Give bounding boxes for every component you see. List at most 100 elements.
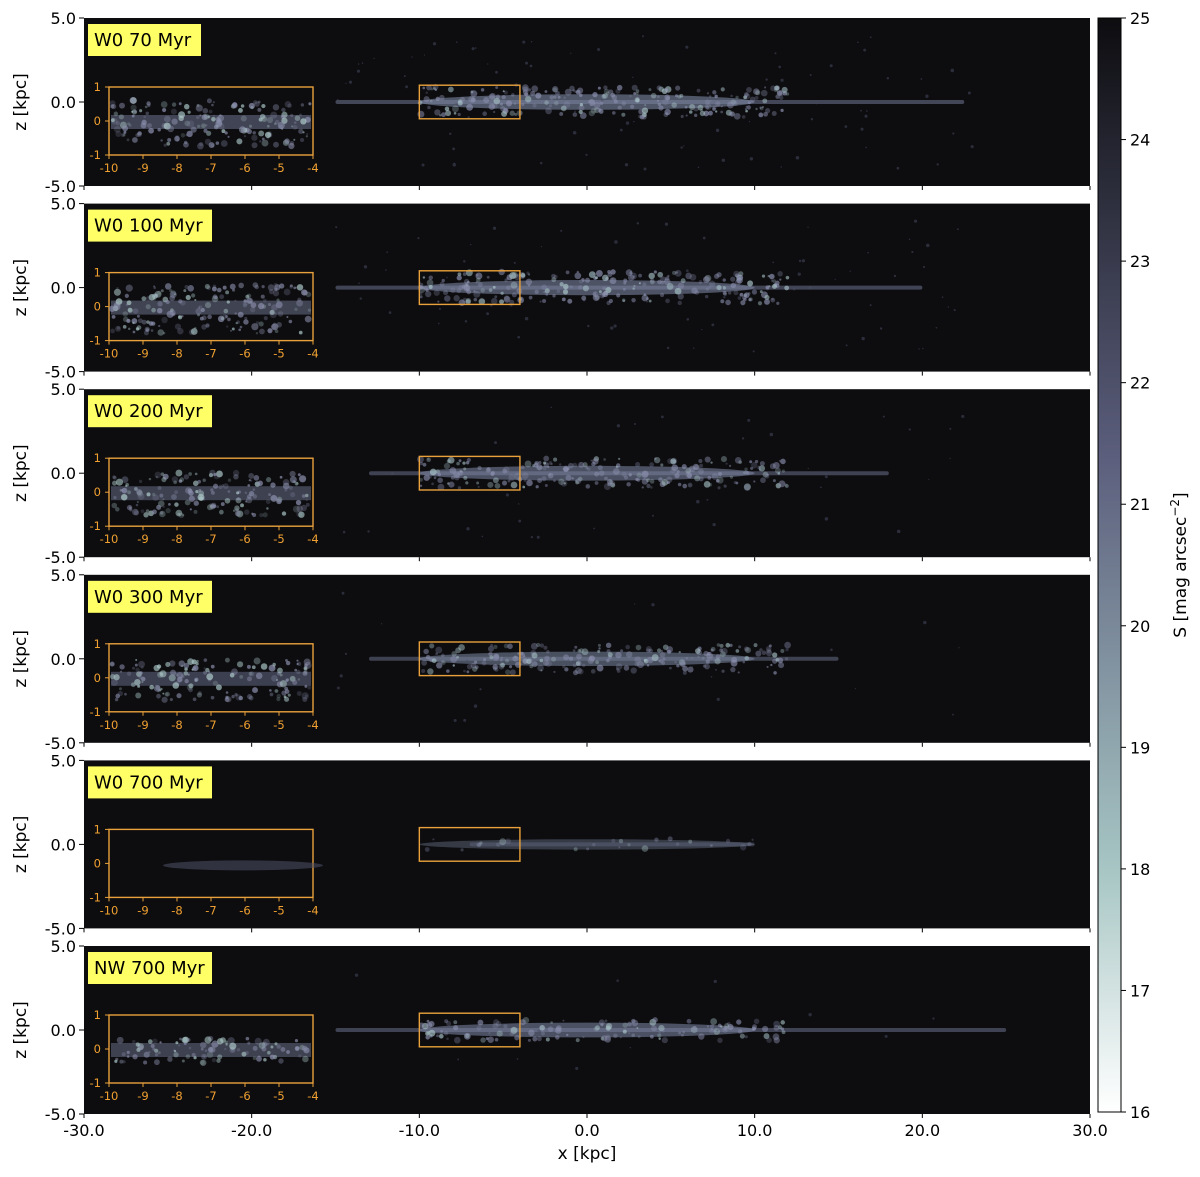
disk-clump [747,841,752,846]
halo-speck [864,114,868,118]
inset-clump [163,143,167,147]
inset-clump [243,135,247,138]
y-tick-label: 5.0 [51,566,76,585]
inset-clump [159,670,167,678]
halo-speck [536,535,540,539]
inset-clump [225,696,232,703]
disk-clump [630,272,637,280]
inset-clump [204,1036,212,1044]
disk-clump [499,102,503,106]
inset-y-tick-label: -1 [90,519,101,533]
disk-clump [453,111,457,115]
disk-clump [748,297,752,302]
disk-clump [520,273,526,278]
halo-speck [380,623,383,625]
disk-clump [569,85,575,92]
inset-clump [210,695,215,700]
disk-clump [713,1028,720,1035]
inset-clump [138,675,143,680]
disk-clump [527,284,531,287]
inset-clump [304,661,312,669]
inset-clump [266,507,269,510]
disk-clump [421,668,426,674]
disk-clump [502,468,508,474]
disk-clump [466,103,474,111]
disk-clump [641,471,649,479]
disk-clump [433,289,440,296]
disk-clump [554,1027,562,1034]
disk-clump [432,838,435,841]
inset-clump [216,287,222,293]
disk-clump [503,1024,508,1029]
disk-clump [627,1021,632,1027]
inset-clump [234,505,240,511]
disk-clump [495,1020,502,1027]
disk-clump [523,655,526,658]
inset-clump [167,125,174,133]
inset-clump [164,692,169,697]
halo-speck [849,270,851,272]
disk-clump [514,113,518,116]
inset-clump [180,133,186,138]
halo-speck [949,457,951,460]
halo-speck [824,517,829,521]
disk-clump [703,481,711,488]
disk-clump [677,282,685,290]
disk-clump [630,667,637,674]
inset-clump [234,693,238,697]
halo-speck [632,76,634,79]
halo-speck [633,422,636,426]
inset-clump [229,283,236,290]
disk-clump [493,97,501,105]
inset-clump [173,1049,177,1053]
disk-clump [543,455,550,462]
inset-clump [210,664,215,669]
disk-clump [657,279,662,285]
panel-label-text: W0 200 Myr [94,401,203,422]
disk-clump [539,643,545,648]
inset-clump [274,329,279,334]
halo-speck [860,127,864,131]
inset-clump [215,684,222,691]
disk-clump [510,281,518,289]
disk-clump [773,1037,780,1044]
halo-speck [466,467,469,470]
inset-clump [187,285,195,292]
halo-speck [711,112,714,115]
disk-clump [573,847,578,852]
inset-x-tick-label: -4 [307,718,318,732]
disk-clump [682,665,688,672]
inset-clump [274,1042,278,1046]
disk-clump [740,300,746,306]
inset-clump [269,692,274,697]
disk-clump [648,299,652,303]
disk-clump [450,475,455,480]
panel-label: NW 700 Myr [88,952,212,984]
inset-clump [113,111,119,117]
inset-clump [212,294,218,300]
inset-clump [288,485,293,490]
disk-clump [666,476,673,483]
inset-clump [157,1051,161,1055]
inset-clump [145,304,151,310]
halo-speck [923,620,927,625]
colorbar-tick-label: 20 [1130,617,1150,636]
halo-speck [486,312,490,316]
disk-clump [562,283,569,290]
panel-3: -10 -9 -8 -7 -6 -5 -410-1W0 300 Myr5.00.0-5.0z… [11,566,1091,753]
disk-clump [536,464,543,471]
disk-clump [765,108,771,114]
disk-clump [658,477,663,483]
y-tick-label: 0.0 [51,835,76,854]
inset-clump [137,131,142,136]
disk-clump [704,99,711,105]
disk-clump [715,110,718,113]
halo-speck [691,666,694,668]
disk-clump [590,108,597,114]
disk-clump [674,660,678,664]
disk-clump [719,643,724,648]
halo-speck [896,166,900,170]
disk-clump [712,107,716,111]
disk-clump [690,656,693,660]
halo-speck [633,603,636,605]
